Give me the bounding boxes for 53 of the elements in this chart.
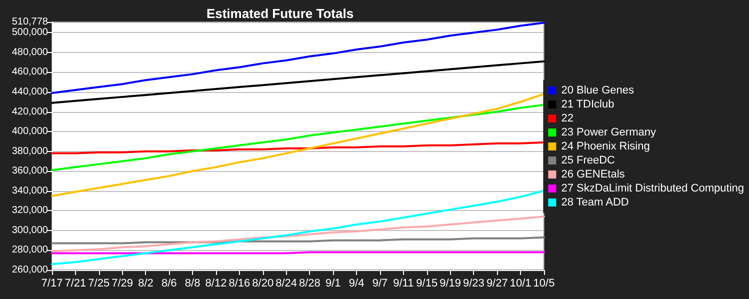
y-tick-label: 400,000 [12,126,48,138]
x-tick-label: 10/5 [533,278,555,290]
y-tick-label: 380,000 [12,146,48,157]
x-tick-label: 8/28 [299,278,320,290]
x-tick-label: 9/1 [325,278,341,290]
legend-label: 25 FreeDC [561,154,616,166]
y-tick-label: 340,000 [12,185,48,196]
legend-label: 20 Blue Genes [561,84,634,96]
x-tick-label: 8/24 [276,278,297,290]
y-tick-label: 440,000 [12,86,48,98]
x-tick-label: 9/19 [440,278,461,290]
y-tick-label: 320,000 [12,205,48,216]
y-tick-label: 460,000 [12,66,48,78]
line-series [51,22,545,94]
y-tick-label: 500,000 [12,27,48,38]
x-tick-label: 7/25 [88,278,110,290]
legend-label: 27 SkzDaLimit Distributed Computing [561,182,744,194]
x-tick-label: 9/7 [372,278,388,290]
x-tick-label: 8/2 [138,278,154,290]
x-tick-label: 9/11 [393,278,414,290]
x-tick-label: 8/20 [252,278,274,290]
line-series [51,60,545,104]
x-tick-label: 8/8 [184,278,200,290]
y-tick-label: 420,000 [12,106,48,118]
x-tick-label: 9/4 [348,278,364,290]
x-tick-label: 9/27 [486,278,508,290]
line-series [51,104,545,172]
line-series [51,141,545,154]
chart-title: Estimated Future Totals [206,6,354,21]
legend-label: 21 TDIclub [561,98,614,110]
y-tick-label: 360,000 [12,166,48,177]
legend-label: 24 Phoenix Rising [561,140,650,152]
line-series [51,92,545,197]
line-series [51,216,545,252]
x-tick-label: 8/12 [205,278,227,290]
legend-label: 28 Team ADD [561,196,629,208]
x-tick-label: 9/23 [463,278,484,290]
legend-label: 23 Power Germany [561,126,656,138]
y-tick-label: 510,778 [12,16,48,28]
y-tick-label: 300,000 [12,224,48,236]
line-series [51,190,545,266]
x-tick-label: 8/16 [228,278,250,290]
legend-label: 22 [561,112,574,124]
x-tick-label: 7/29 [112,278,133,290]
y-tick-label: 280,000 [12,244,48,256]
y-tick-label: 260,000 [12,264,48,276]
x-tick-label: 7/21 [64,278,86,290]
x-tick-label: 10/1 [510,278,532,290]
y-tick-label: 480,000 [12,46,48,58]
x-tick-label: 8/6 [161,278,177,290]
x-tick-label: 7/17 [41,278,63,290]
legend-label: 26 GENEtals [561,168,626,180]
x-tick-label: 9/15 [416,278,438,290]
